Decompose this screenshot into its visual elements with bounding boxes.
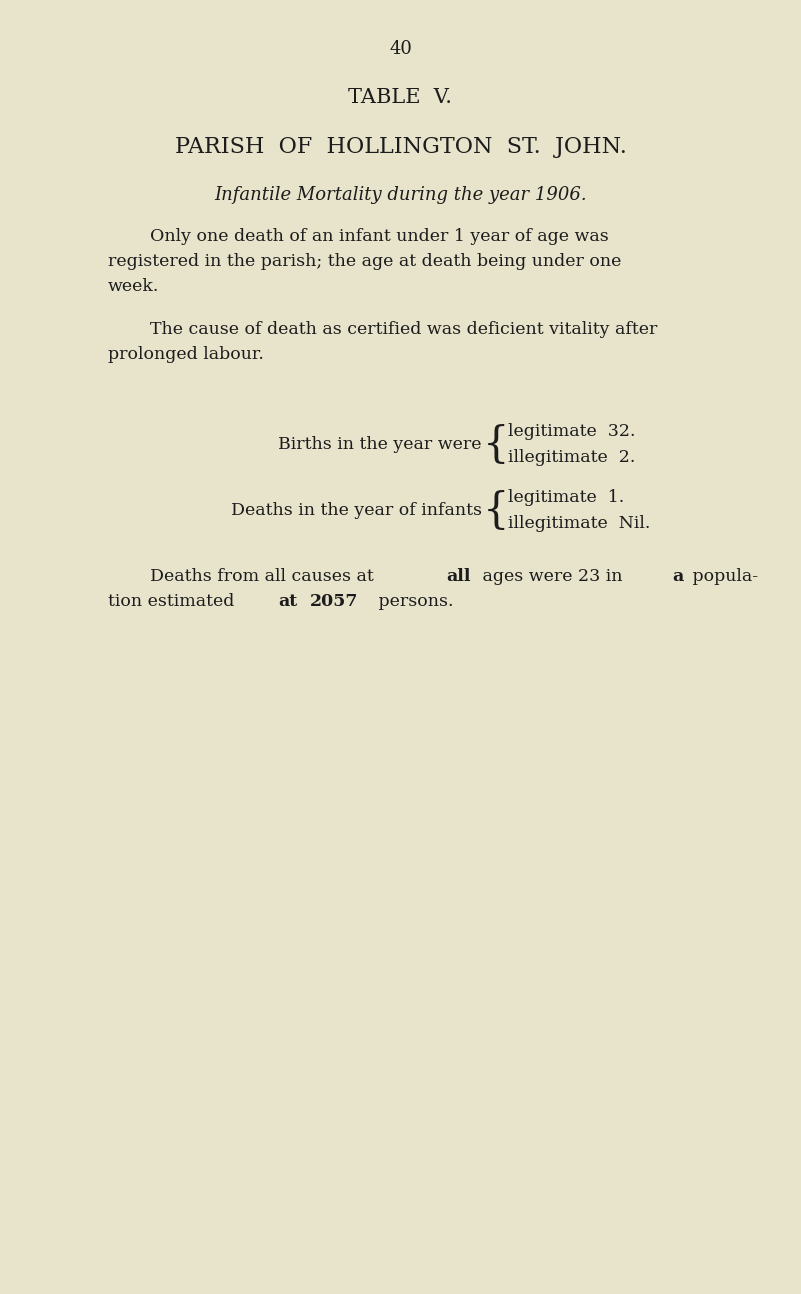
Text: illegitimate  2.: illegitimate 2. bbox=[508, 449, 635, 466]
Text: Deaths from all causes at: Deaths from all causes at bbox=[150, 568, 379, 585]
Text: Only one death of an infant under 1 year of age was: Only one death of an infant under 1 year… bbox=[150, 228, 609, 245]
Text: popula-: popula- bbox=[686, 568, 758, 585]
Text: Infantile Mortality during the year 1906.: Infantile Mortality during the year 1906… bbox=[214, 186, 587, 204]
Text: a: a bbox=[672, 568, 683, 585]
Text: Births in the year were: Births in the year were bbox=[279, 436, 482, 453]
Text: week.: week. bbox=[108, 278, 159, 295]
Text: The cause of death as certified was deficient vitality after: The cause of death as certified was defi… bbox=[150, 321, 658, 338]
Text: TABLE  V.: TABLE V. bbox=[348, 88, 453, 107]
Text: at: at bbox=[278, 593, 297, 609]
Text: 2057: 2057 bbox=[310, 593, 359, 609]
Text: all: all bbox=[446, 568, 470, 585]
Text: legitimate  1.: legitimate 1. bbox=[508, 489, 624, 506]
Text: legitimate  32.: legitimate 32. bbox=[508, 423, 635, 440]
Text: Deaths in the year of infants: Deaths in the year of infants bbox=[231, 502, 482, 519]
Text: illegitimate  Nil.: illegitimate Nil. bbox=[508, 515, 650, 532]
Text: tion estimated: tion estimated bbox=[108, 593, 239, 609]
Text: ages were 23 in: ages were 23 in bbox=[477, 568, 629, 585]
Text: PARISH  OF  HOLLINGTON  ST.  JOHN.: PARISH OF HOLLINGTON ST. JOHN. bbox=[175, 136, 626, 158]
Text: 40: 40 bbox=[389, 40, 412, 58]
Text: {: { bbox=[483, 423, 509, 466]
Text: persons.: persons. bbox=[372, 593, 453, 609]
Text: {: { bbox=[483, 489, 509, 532]
Text: prolonged labour.: prolonged labour. bbox=[108, 345, 264, 364]
Text: registered in the parish; the age at death being under one: registered in the parish; the age at dea… bbox=[108, 254, 622, 270]
